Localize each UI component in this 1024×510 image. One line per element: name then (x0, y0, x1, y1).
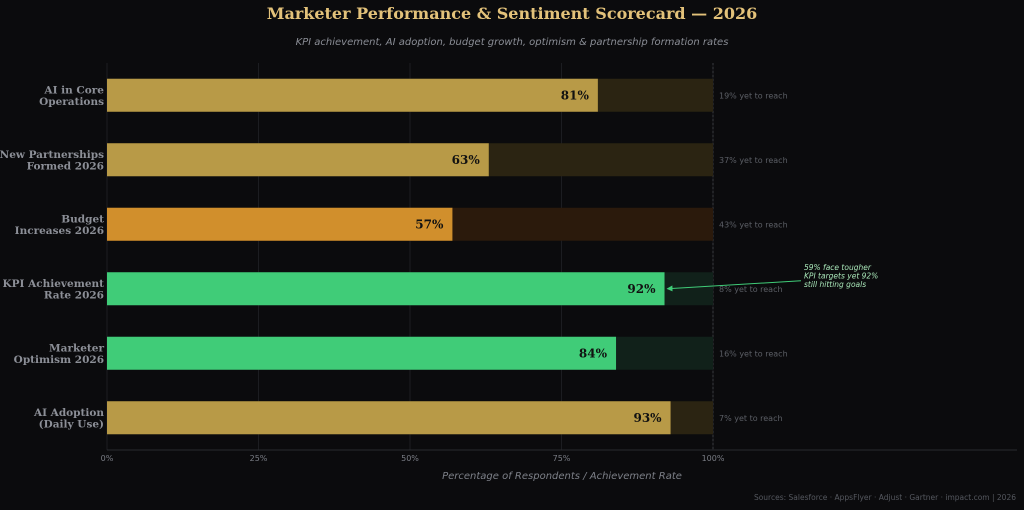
annotation-text: 59% face tougher KPI targets yet 92% still… (804, 263, 878, 289)
category-label: AI Adoption (Daily Use) (33, 407, 104, 431)
x-tick-label: 75% (553, 454, 571, 463)
bar-value-label: 93% (633, 411, 662, 425)
x-tick-label: 0% (101, 454, 114, 463)
chart-subtitle: KPI achievement, AI adoption, budget gro… (295, 37, 729, 48)
remaining-label: 43% yet to reach (719, 220, 788, 229)
x-axis-label: Percentage of Respondents / Achievement … (442, 471, 682, 482)
bar-value-label: 57% (415, 217, 444, 231)
bar-value-label: 81% (561, 88, 590, 102)
x-tick-label: 25% (250, 454, 268, 463)
bar-value-label: 92% (627, 282, 656, 296)
x-tick-label: 100% (702, 454, 725, 463)
category-label: New Partnerships Formed 2026 (0, 149, 104, 173)
bar (107, 401, 671, 435)
bar-value-label: 84% (579, 346, 608, 360)
bar (107, 143, 489, 177)
source-note: Sources: Salesforce · AppsFlyer · Adjust… (753, 493, 1016, 502)
bar-value-label: 63% (452, 153, 481, 167)
x-tick-label: 50% (401, 454, 419, 463)
annotation-arrow (666, 280, 802, 292)
bar (107, 207, 453, 241)
bar (107, 272, 665, 306)
chart-title: Marketer Performance & Sentiment Scoreca… (266, 4, 758, 23)
category-label: Marketer Optimism 2026 (14, 342, 105, 366)
bar (107, 336, 617, 370)
category-label: Budget Increases 2026 (15, 213, 104, 237)
remaining-label: 7% yet to reach (719, 414, 783, 423)
remaining-label: 37% yet to reach (719, 156, 788, 165)
category-label: AI in Core Operations (39, 84, 104, 108)
remaining-label: 8% yet to reach (719, 285, 783, 294)
remaining-label: 19% yet to reach (719, 91, 788, 100)
remaining-label: 16% yet to reach (719, 349, 788, 358)
bar (107, 78, 598, 112)
category-label: KPI Achievement Rate 2026 (3, 278, 105, 302)
